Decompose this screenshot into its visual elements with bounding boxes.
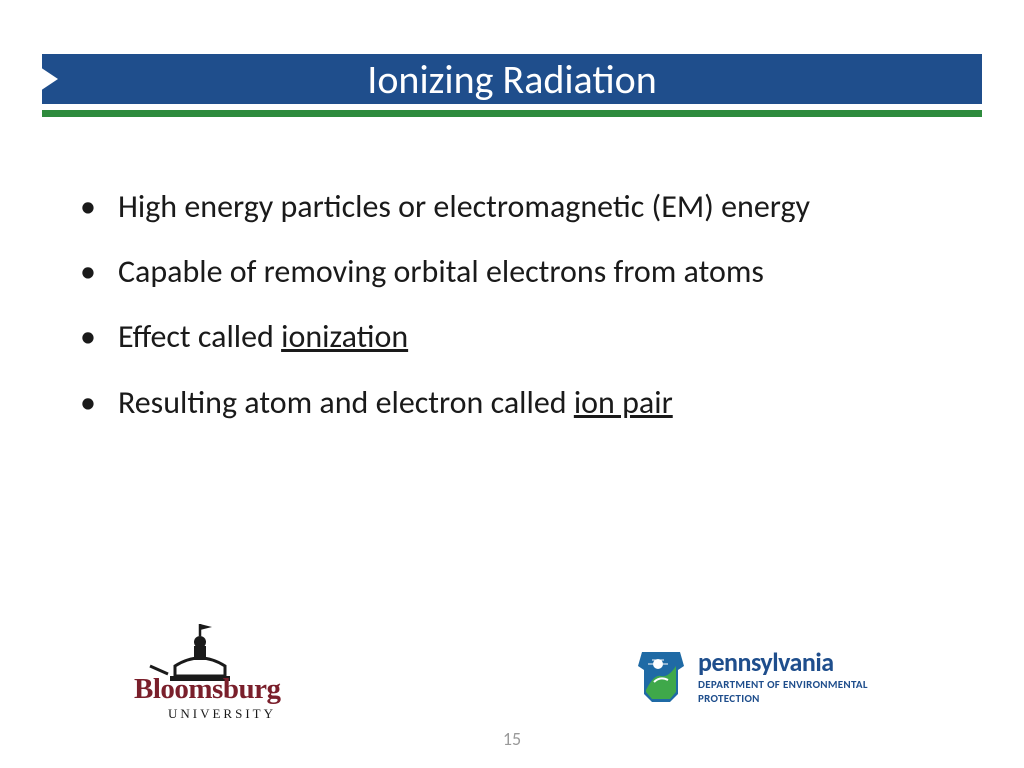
list-item: • High energy particles or electromagnet… — [72, 185, 964, 228]
pa-sub1: DEPARTMENT OF ENVIRONMENTAL — [698, 678, 868, 692]
bullet-text: Resulting atom and electron called ion p… — [118, 381, 964, 424]
pa-text-block: pennsylvania DEPARTMENT OF ENVIRONMENTAL… — [698, 646, 868, 706]
bullet-text: Effect called ionization — [118, 315, 964, 358]
list-item: • Capable of removing orbital electrons … — [72, 250, 964, 293]
bullet-icon: • — [80, 250, 96, 293]
bloomsburg-name: Bloomsburg — [134, 673, 280, 706]
list-item: • Effect called ionization — [72, 315, 964, 358]
bullet-list: • High energy particles or electromagnet… — [72, 185, 964, 446]
bloomsburg-logo: Bloomsburg UNIVERSITY — [120, 618, 320, 728]
list-item: • Resulting atom and electron called ion… — [72, 381, 964, 424]
bullet-icon: • — [80, 315, 96, 358]
bullet-icon: • — [80, 381, 96, 424]
bloomsburg-sub: UNIVERSITY — [168, 706, 276, 722]
pa-sub2: PROTECTION — [698, 692, 868, 706]
bullet-text: Capable of removing orbital electrons fr… — [118, 250, 964, 293]
bullet-text: High energy particles or electromagnetic… — [118, 185, 964, 228]
pa-main: pennsylvania — [698, 646, 868, 678]
keystone-icon — [634, 646, 688, 706]
page-number: 15 — [503, 728, 521, 750]
bullet-icon: • — [80, 185, 96, 228]
title-bar: Ionizing Radiation — [42, 54, 982, 104]
slide-title: Ionizing Radiation — [367, 55, 657, 104]
pennsylvania-dep-logo: pennsylvania DEPARTMENT OF ENVIRONMENTAL… — [634, 636, 964, 716]
accent-line — [42, 110, 982, 117]
